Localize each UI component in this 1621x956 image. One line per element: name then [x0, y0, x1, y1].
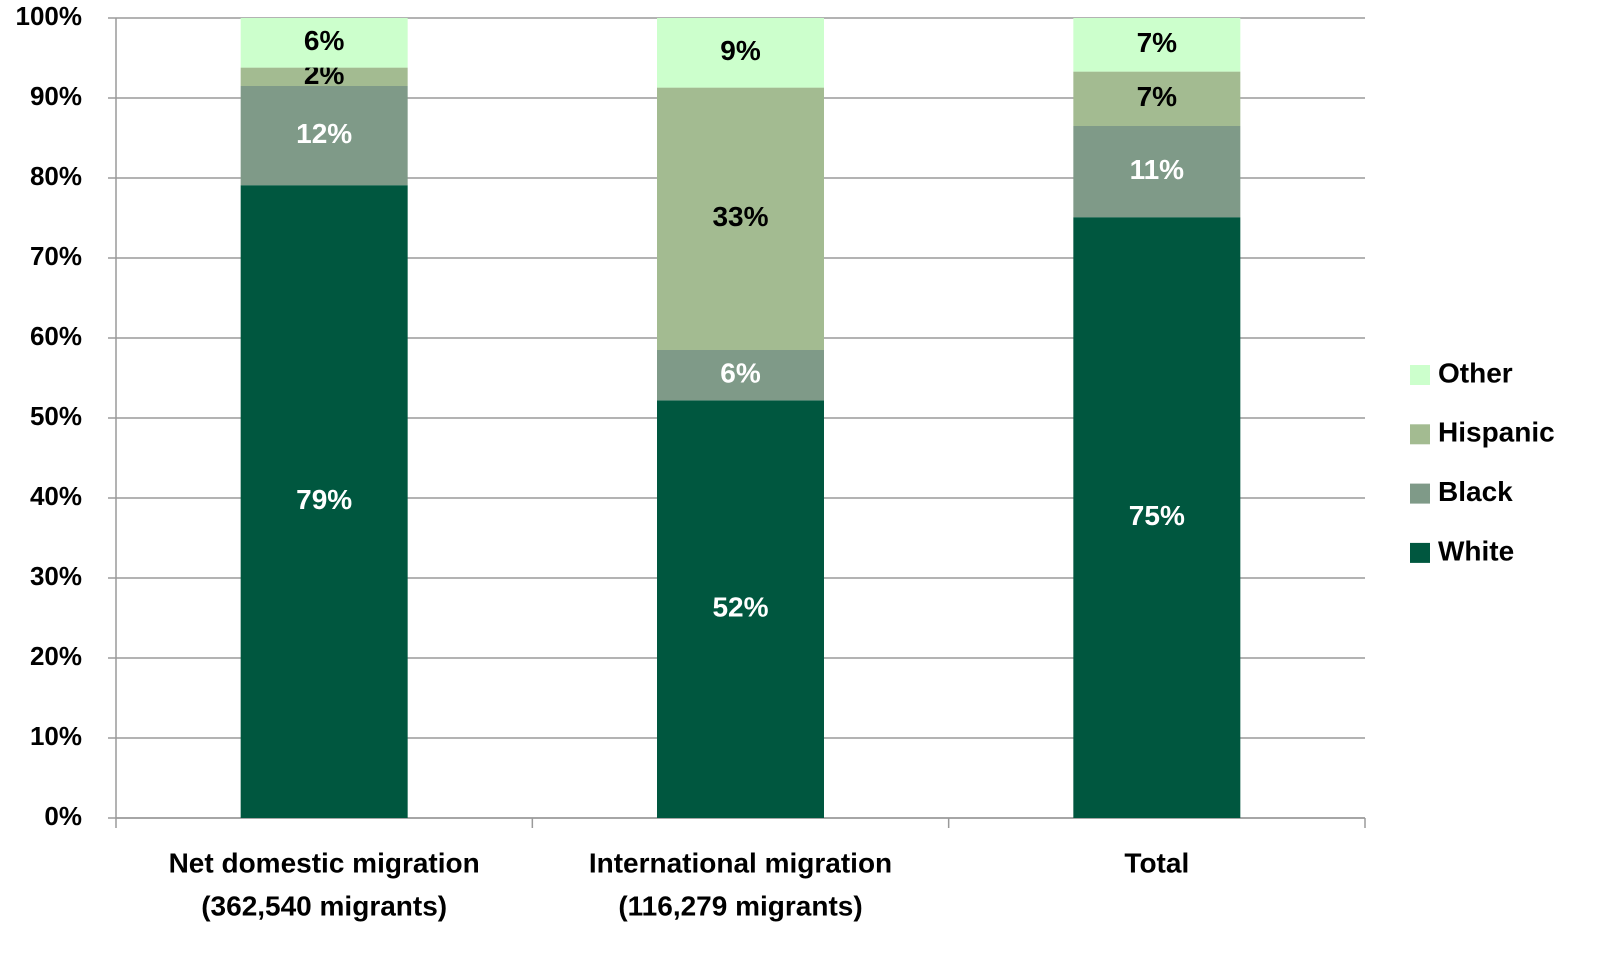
y-tick-label: 70% — [30, 241, 82, 271]
data-label: 79% — [296, 484, 352, 515]
bar-segment — [240, 18, 408, 68]
legend-swatch — [1410, 542, 1430, 563]
bar-segment — [657, 350, 824, 401]
data-label: 33% — [712, 201, 768, 232]
legend-label: Hispanic — [1438, 417, 1555, 448]
y-tick-label: 50% — [30, 401, 82, 431]
bar-segment — [240, 86, 408, 186]
data-label: 11% — [1130, 154, 1185, 185]
bar-segment — [657, 400, 824, 818]
y-tick-label: 100% — [16, 1, 83, 31]
data-label: 6% — [720, 358, 761, 389]
y-tick-label: 30% — [30, 561, 82, 591]
x-tick-label: Net domestic migration — [169, 847, 480, 878]
bar-segment — [1073, 71, 1241, 126]
data-label: 75% — [1129, 500, 1185, 531]
bar-segment — [240, 67, 408, 86]
x-tick-label: (362,540 migrants) — [201, 890, 447, 921]
x-tick-label: Total — [1124, 847, 1189, 878]
bar-segment — [1073, 126, 1241, 218]
bar-segment — [1073, 18, 1241, 72]
legend-swatch — [1410, 424, 1430, 445]
legend-swatch — [1410, 365, 1430, 385]
bar-segment — [657, 87, 824, 350]
legend-label: Other — [1438, 357, 1513, 388]
data-label: 6% — [304, 25, 345, 56]
x-tick-label: International migration — [589, 847, 892, 878]
x-tick-label: (116,279 migrants) — [618, 890, 862, 921]
data-label: 7% — [1137, 27, 1178, 58]
legend-label: Black — [1438, 476, 1513, 507]
bar-segment — [240, 185, 408, 818]
legend-label: White — [1438, 535, 1514, 566]
data-label: 7% — [1137, 81, 1178, 112]
data-label: 9% — [720, 35, 761, 66]
y-tick-label: 80% — [30, 161, 82, 191]
data-label: 12% — [296, 118, 352, 149]
data-label: 52% — [712, 592, 768, 623]
bar-segment — [1073, 217, 1241, 818]
y-tick-label: 90% — [30, 81, 82, 111]
y-tick-label: 20% — [30, 641, 82, 671]
y-tick-label: 40% — [30, 481, 82, 511]
y-tick-label: 60% — [30, 321, 82, 351]
legend-swatch — [1410, 483, 1430, 504]
bar-segment — [657, 18, 824, 88]
y-tick-label: 10% — [30, 721, 82, 751]
y-tick-label: 0% — [44, 801, 82, 831]
